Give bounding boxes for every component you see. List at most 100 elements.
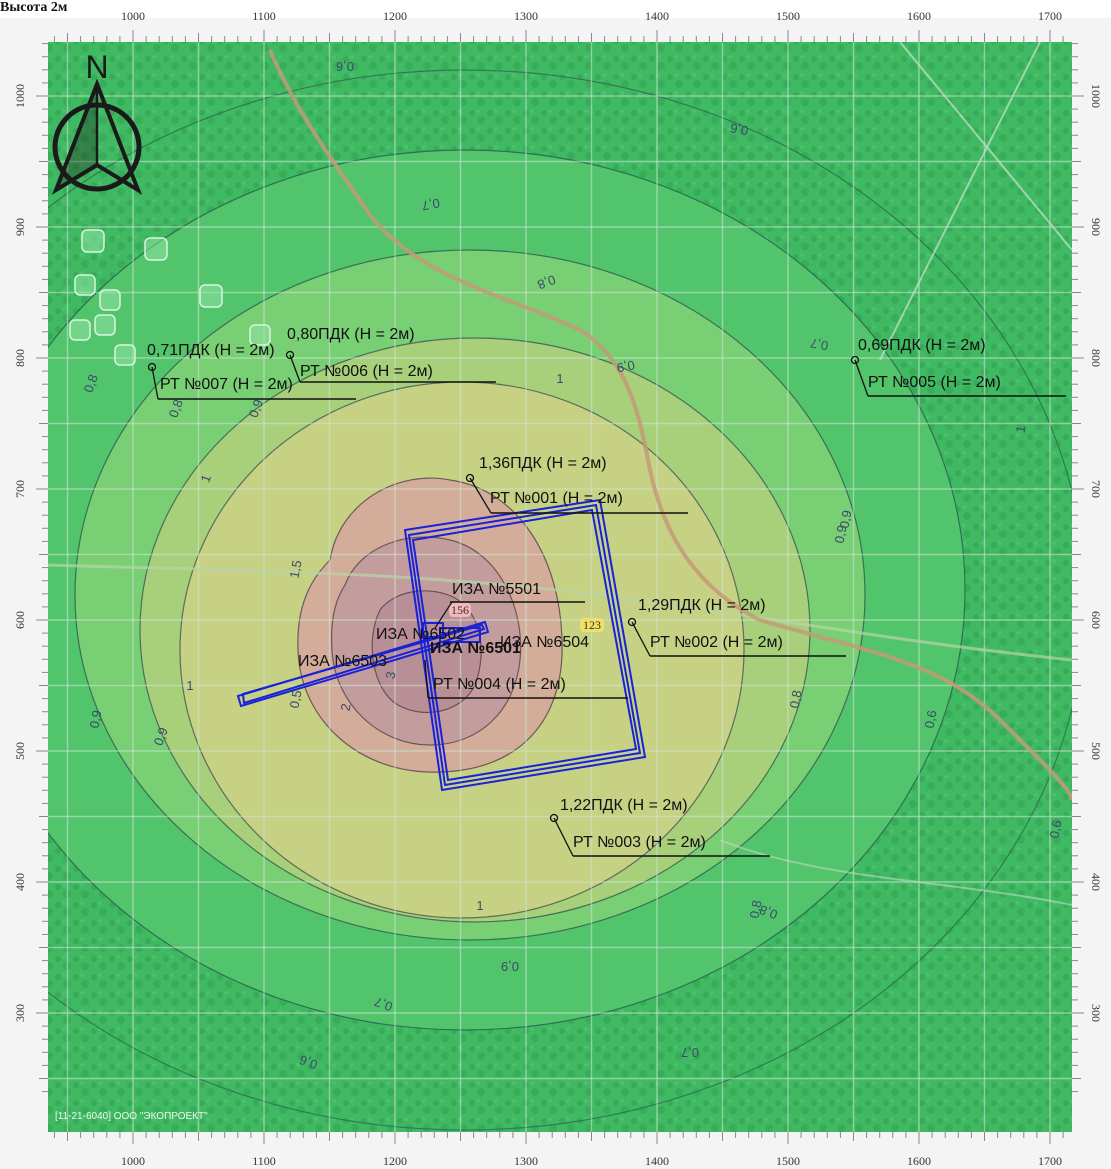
callout-leader (631, 621, 651, 657)
y-tick-label: 500 (13, 742, 27, 760)
callout-leader (553, 817, 574, 857)
contour-level-label: 1 (197, 472, 214, 484)
x-tick-label: 1000 (121, 9, 145, 23)
callout-leader (151, 366, 159, 400)
track (719, 839, 1072, 906)
receptor-point (465, 473, 475, 483)
x-tick-label: 1400 (645, 9, 669, 23)
x-tick-label: 1300 (514, 9, 538, 23)
credit-label: [11-21-6040] ООО "ЭКОПРОЕКТ" (55, 1111, 208, 1122)
contour-level-label: 1 (476, 898, 483, 913)
callout-point: РТ №005 (Н = 2м) (868, 374, 1001, 391)
y-tick-label: 900 (13, 218, 27, 236)
y-tick-label: 900 (1089, 218, 1103, 236)
x-tick-label: 1500 (776, 9, 800, 23)
callout-value: 1,29ПДК (Н = 2м) (638, 597, 766, 614)
callout-value: 0,80ПДК (Н = 2м) (287, 326, 415, 343)
callout-value: 1,22ПДК (Н = 2м) (560, 797, 688, 814)
receptor-callout: 0,69ПДК (Н = 2м) РТ №005 (Н = 2м) (850, 337, 1066, 397)
x-tick-label: 1300 (514, 1154, 538, 1168)
receptor-point (285, 350, 295, 360)
x-tick-label: 1600 (907, 1154, 931, 1168)
contour-level-label: 0,6 (922, 709, 940, 729)
x-tick-label: 1200 (383, 9, 407, 23)
callout-value: 0,69ПДК (Н = 2м) (858, 337, 986, 354)
map-title: Высота 2м (0, 0, 68, 15)
contour-level-label: 0,5 (287, 689, 305, 709)
x-tick-label: 1700 (1038, 1154, 1062, 1168)
y-tick-label: 800 (1089, 349, 1103, 367)
receptor-point (850, 355, 860, 365)
north-arrow-label: N (85, 49, 108, 85)
x-tick-label: 1000 (121, 1154, 145, 1168)
y-tick-label: 400 (1089, 873, 1103, 891)
receptor-callout: 1,22ПДК (Н = 2м) РТ №003 (Н = 2м) (549, 797, 770, 857)
receptor-label-004: РТ №004 (Н = 2м) (433, 676, 566, 693)
contour-level-label: 0,6 (297, 1052, 319, 1072)
map-area: 0,60,60,70,80,70,80,8 0,90,90,91111,5230,… (48, 42, 1072, 1132)
contour-level-label: 0,9 (616, 357, 636, 375)
river (268, 49, 1072, 801)
callout-point: РТ №002 (Н = 2м) (650, 634, 783, 651)
y-tick-label: 500 (1089, 742, 1103, 760)
power-line (899, 42, 1072, 251)
x-tick-label: 1100 (252, 9, 276, 23)
contour-level-label: 0,9 (87, 709, 105, 729)
callout-value: 1,36ПДК (Н = 2м) (479, 455, 607, 472)
power-line-2 (879, 42, 1041, 361)
source-label-overlap-2: ИЗА №6501 (430, 640, 521, 657)
y-tick-label: 700 (1089, 480, 1103, 498)
contour-level-label: 3 (383, 670, 399, 680)
marker-123: 123 (580, 618, 604, 632)
contour-level-label: 0,7 (681, 1045, 699, 1060)
contour-level-label: 0,7 (372, 994, 394, 1014)
receptor-callout: 1,36ПДК (Н = 2м) РТ №001 (Н = 2м) (465, 455, 688, 514)
receptor-004-leader (424, 659, 429, 699)
contour-level-label: 0,8 (166, 397, 186, 419)
contour-level-label: 2 (338, 702, 354, 712)
contour-level-label: 0,9 (837, 509, 855, 529)
y-tick-label: 400 (13, 873, 27, 891)
contour-labels: 0,60,60,70,80,70,80,8 0,90,90,91111,5230,… (81, 59, 1065, 1072)
callout-point: РТ №003 (Н = 2м) (573, 834, 706, 851)
y-tick-label: 600 (13, 611, 27, 629)
x-tick-label: 1700 (1038, 9, 1062, 23)
contour-level-label: 0,6 (729, 120, 749, 138)
contour-level-label: 0,8 (747, 899, 765, 919)
x-tick-label: 1100 (252, 1154, 276, 1168)
source-label-overlap: ИЗА №6502 (376, 626, 465, 643)
callout-point: РТ №006 (Н = 2м) (300, 363, 433, 380)
compass-arrow-shade (56, 84, 97, 190)
contour-level-label: 0,8 (81, 372, 101, 394)
contour-level-label: 1 (556, 371, 563, 386)
y-tick-label: 300 (1089, 1004, 1103, 1022)
road (48, 563, 1072, 662)
receptor-point (627, 617, 637, 627)
north-arrow: N (52, 49, 142, 195)
contour-line-0-6 (48, 69, 1072, 1131)
x-tick-label: 1600 (907, 9, 931, 23)
callout-leader (854, 359, 869, 397)
y-tick-label: 1000 (13, 84, 27, 108)
contour-level-label: 0,7 (421, 195, 441, 213)
callout-leader (289, 354, 301, 383)
receptor-callout: 0,71ПДК (Н = 2м) РТ №007 (Н = 2м) (147, 342, 356, 400)
contour-level-label: 0,9 (151, 725, 171, 747)
contour-level-label: 0,8 (535, 272, 557, 292)
callout-point: РТ №001 (Н = 2м) (490, 490, 623, 507)
svg-text:156: 156 (451, 603, 469, 617)
y-tick-label: 300 (13, 1004, 27, 1022)
contour-level-label: 0,8 (757, 902, 779, 922)
x-tick-label: 1500 (776, 1154, 800, 1168)
source-label-6503: ИЗА №6503 (298, 653, 387, 670)
x-tick-label: 1400 (645, 1154, 669, 1168)
callout-point: РТ №007 (Н = 2м) (160, 376, 293, 393)
source-labels: ИЗА №5501 ИЗА №6502 ИЗА №6501 ИЗА №6504 … (298, 581, 628, 699)
contour-level-label: 0,7 (809, 335, 829, 353)
contour-level-label: 0,9 (832, 524, 850, 544)
receptor-callout: 1,29ПДК (Н = 2м) РТ №002 (Н = 2м) (627, 597, 846, 657)
contour-level-label: 1,5 (287, 559, 305, 579)
receptor-point (549, 813, 559, 823)
callout-leader (469, 477, 492, 514)
